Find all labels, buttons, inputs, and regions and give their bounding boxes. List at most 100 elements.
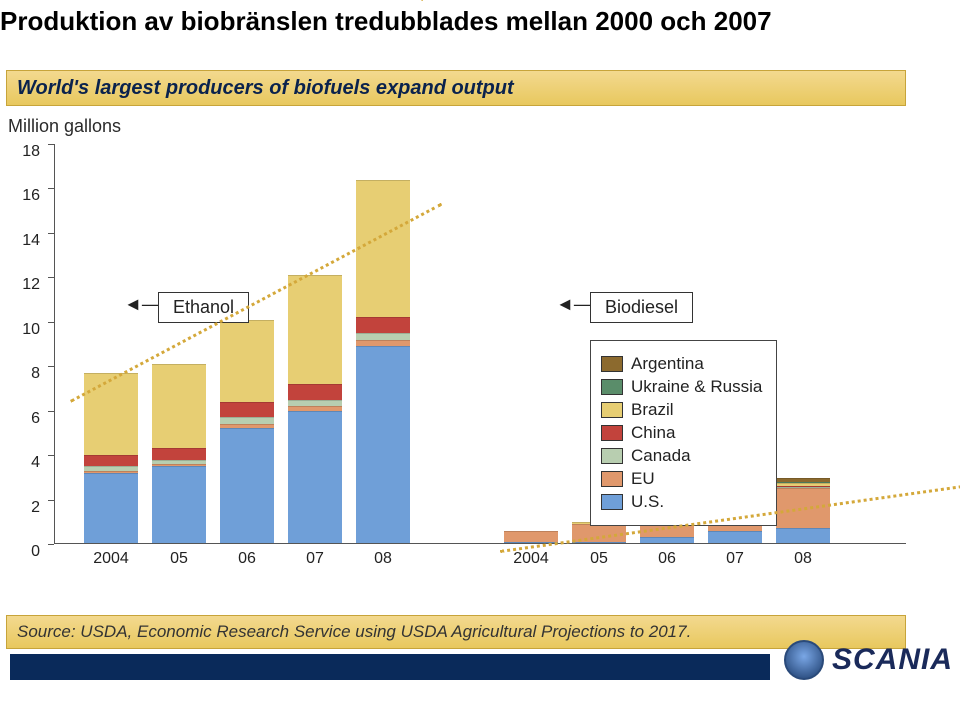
y-tick-label: 6 [10,410,40,428]
legend-swatch [601,448,623,464]
x-tick-label: 06 [640,550,694,568]
legend-label: U.S. [631,492,664,512]
x-tick-label: 07 [288,550,342,568]
ethanol-arrow-icon: ◄— [124,294,160,315]
legend-swatch [601,494,623,510]
legend-label: Canada [631,446,691,466]
y-tick-mark [48,455,54,456]
legend-label: Argentina [631,354,704,374]
legend-item: EU [601,469,762,489]
bar-segment-canada [776,487,830,488]
legend-item: China [601,423,762,443]
y-tick-label: 4 [10,454,40,472]
bar-segment-argentina [776,478,830,481]
page-title: Produktion av biobränslen tredubblades m… [0,6,960,37]
bar-segment-us [708,531,762,544]
legend-label: Ukraine & Russia [631,377,762,397]
bar-segment-china [776,486,830,487]
bar-segment-canada [220,417,274,424]
source-bar: Source: USDA, Economic Research Service … [6,615,906,649]
bar-segment-us [220,428,274,544]
bar-segment-canada [288,400,342,407]
bar-segment-eu [504,531,558,542]
bar-segment-canada [356,333,410,340]
banner-text: World's largest producers of biofuels ex… [17,77,514,100]
legend-label: Brazil [631,400,674,420]
x-tick-label: 08 [356,550,410,568]
x-tick-label: 2004 [84,550,138,568]
legend: Argentina Ukraine & Russia Brazil China Cana… [590,340,777,526]
bar-segment-china [356,317,410,333]
y-tick-label: 10 [10,321,40,339]
x-axis [54,543,906,544]
bar-segment-china [84,455,138,466]
bar-segment-eu [152,464,206,466]
y-tick-label: 12 [10,276,40,294]
y-tick-mark [48,411,54,412]
bar-segment-china [152,448,206,459]
legend-swatch [601,402,623,418]
y-tick-label: 18 [10,143,40,161]
bar-segment-canada [152,460,206,464]
brand-logo: SCANIA [784,640,953,680]
legend-label: EU [631,469,655,489]
x-tick-label: 2004 [504,550,558,568]
legend-item: Canada [601,446,762,466]
bar-segment-brazil [776,483,830,486]
bar-segment-us [288,411,342,544]
y-tick-label: 8 [10,365,40,383]
y-tick-label: 16 [10,187,40,205]
y-tick-mark [48,322,54,323]
x-tick-label: 05 [152,550,206,568]
legend-swatch [601,471,623,487]
y-tick-label: 2 [10,499,40,517]
bar-segment-us [776,528,830,544]
y-tick-mark [48,144,54,145]
bar-segment-us [356,346,410,544]
bar-segment-us [84,473,138,544]
bar-segment-china [220,402,274,418]
bar-segment-brazil [84,373,138,455]
legend-label: China [631,423,675,443]
legend-item: Brazil [601,400,762,420]
bar-segment-brazil [288,275,342,384]
biodiesel-arrow-icon: ◄— [556,294,592,315]
footer-bar [10,654,770,680]
source-text: Source: USDA, Economic Research Service … [17,622,691,642]
bar-segment-canada [84,466,138,470]
y-tick-mark [48,277,54,278]
legend-swatch [601,356,623,372]
x-tick-label: 05 [572,550,626,568]
y-tick-mark [48,544,54,545]
legend-item: Ukraine & Russia [601,377,762,397]
x-tick-label: 08 [776,550,830,568]
legend-swatch [601,379,623,395]
x-tick-label: 07 [708,550,762,568]
griffin-icon [784,640,824,680]
chart-area: 024681012141618 ◄— Ethanol ◄— Biodiesel … [44,144,906,574]
y-tick-mark [48,500,54,501]
y-tick-mark [48,233,54,234]
bar-segment-brazil [356,180,410,318]
bar-segment-china [288,384,342,400]
y-tick-label: 0 [10,543,40,561]
legend-swatch [601,425,623,441]
y-axis-label: Million gallons [8,116,121,137]
bar-segment-brazil [152,364,206,448]
legend-item: Argentina [601,354,762,374]
bar-segment-brazil [220,320,274,402]
bar-segment-us [152,466,206,544]
bar-segment-eu [356,340,410,347]
decorative-dotted-line [420,0,588,1]
bars-container [54,144,906,544]
bar-segment-eu [220,424,274,428]
y-tick-mark [48,188,54,189]
brand-name: SCANIA [832,643,953,677]
plot [54,144,906,544]
y-tick-label: 14 [10,232,40,250]
ethanol-group-label: Ethanol [158,292,249,323]
banner: World's largest producers of biofuels ex… [6,70,906,106]
biodiesel-group-label: Biodiesel [590,292,693,323]
y-tick-mark [48,366,54,367]
legend-item: U.S. [601,492,762,512]
